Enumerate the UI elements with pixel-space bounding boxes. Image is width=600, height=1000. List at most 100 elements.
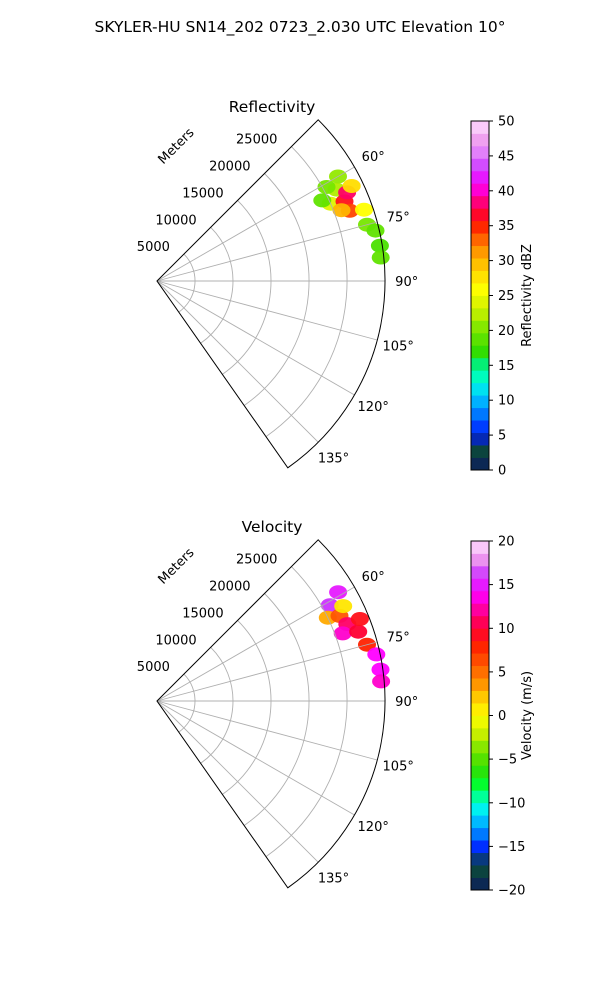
range-ring xyxy=(265,566,348,857)
echo-cell xyxy=(370,238,389,253)
colorbar-band xyxy=(471,332,489,346)
echo-cell xyxy=(371,250,390,265)
colorbar-band xyxy=(471,220,489,234)
colorbar-band xyxy=(471,865,489,878)
azimuth-tick-label: 75° xyxy=(387,630,410,645)
colorbar-band xyxy=(471,370,489,384)
colorbar-tick-label: 40 xyxy=(498,184,515,199)
echo-cell xyxy=(320,598,339,613)
colorbar-tick-label: −15 xyxy=(498,840,525,855)
range-ring xyxy=(222,200,272,375)
azimuth-tick-label: 135° xyxy=(318,452,349,467)
echo-cell xyxy=(317,180,336,194)
colorbar-band xyxy=(471,715,489,729)
echo-cell xyxy=(329,585,348,600)
colorbar-band xyxy=(471,295,489,309)
colorbar-tick-label: 30 xyxy=(498,254,515,269)
colorbar-band xyxy=(471,382,489,396)
colorbar-band xyxy=(471,407,489,421)
azimuth-gridline xyxy=(156,280,355,396)
colorbar-tick-label: 15 xyxy=(498,359,515,374)
colorbar-band xyxy=(471,553,489,567)
radial-axis-label: Meters xyxy=(156,545,198,587)
range-tick-label: 10000 xyxy=(155,213,196,228)
colorbar-tick-label: 10 xyxy=(498,394,515,409)
range-ring xyxy=(178,673,196,733)
colorbar-tick-label: 0 xyxy=(498,464,506,479)
colorbar-band xyxy=(471,678,489,691)
colorbar-band xyxy=(471,690,489,704)
colorbar-band xyxy=(471,777,489,791)
range-tick-label: 20000 xyxy=(209,160,250,175)
subplot-title: Velocity xyxy=(242,518,303,536)
colorbar-band xyxy=(471,740,489,754)
azimuth-gridline xyxy=(156,586,355,702)
colorbar-tick-label: 50 xyxy=(498,115,515,130)
sector-outline xyxy=(156,119,386,469)
colorbar-band xyxy=(471,320,489,334)
colorbar-tick-label: 20 xyxy=(498,324,515,339)
echo-cell xyxy=(342,179,361,193)
colorbar-band xyxy=(471,752,489,766)
colorbar-band xyxy=(471,133,489,147)
echo-cell xyxy=(350,612,369,626)
azimuth-gridline xyxy=(156,700,319,863)
colorbar-tick-label: 25 xyxy=(498,289,515,304)
colorbar-band xyxy=(471,653,489,667)
echo-cell xyxy=(366,223,385,238)
colorbar-tick-label: −5 xyxy=(498,753,517,768)
azimuth-gridline xyxy=(156,280,319,443)
colorbar-band xyxy=(471,457,489,471)
colorbar-tick-label: 10 xyxy=(498,622,515,637)
colorbar-band xyxy=(471,790,489,804)
azimuth-tick-label: 135° xyxy=(318,872,349,887)
range-ring xyxy=(200,226,234,344)
range-tick-label: 25000 xyxy=(236,553,277,568)
velocity-panel: Velocity 5000 10000 15000 20000 25000 Meters 60… xyxy=(137,518,535,899)
colorbar-band xyxy=(471,233,489,247)
echo-layer xyxy=(318,585,391,689)
colorbar-band xyxy=(471,840,489,853)
colorbar-tick-label: 45 xyxy=(498,149,515,164)
radial-axis-label: Meters xyxy=(156,125,198,167)
colorbar-band xyxy=(471,245,489,259)
colorbar-tick-label: 20 xyxy=(498,535,515,550)
colorbar-band xyxy=(471,195,489,209)
echo-cell xyxy=(313,193,332,208)
colorbar-band xyxy=(471,565,489,579)
colorbar-tick-label: 5 xyxy=(498,665,506,680)
range-tick-label: 20000 xyxy=(209,580,250,595)
colorbar-band xyxy=(471,357,489,371)
colorbar: −20 −15 −10 −5 0 5 10 15 20 Velocity (m/s) xyxy=(470,535,535,899)
echo-cell xyxy=(367,647,386,662)
colorbar-band xyxy=(471,852,489,866)
echo-cell xyxy=(355,202,373,217)
colorbar-band xyxy=(471,615,489,629)
colorbar-label: Velocity (m/s) xyxy=(520,671,535,760)
sector-outline xyxy=(156,539,386,889)
range-ring xyxy=(178,253,196,313)
subplot-title: Reflectivity xyxy=(229,98,316,116)
range-tick-label: 10000 xyxy=(155,633,196,648)
azimuth-tick-label: 105° xyxy=(383,340,414,355)
colorbar-tick-label: 0 xyxy=(498,709,506,724)
colorbar-band xyxy=(471,445,489,458)
range-tick-label: 5000 xyxy=(137,660,170,675)
colorbar-band xyxy=(471,703,489,716)
range-tick-label: 25000 xyxy=(236,133,277,148)
azimuth-gridline xyxy=(156,641,378,702)
echo-cell xyxy=(334,599,353,614)
colorbar-band xyxy=(471,345,489,359)
azimuth-tick-label: 75° xyxy=(387,210,410,225)
colorbar-band xyxy=(471,541,489,554)
reflectivity-panel: Reflectivity 5000 10000 15000 20000 25000 Mete… xyxy=(137,98,535,479)
colorbar-band xyxy=(471,877,489,891)
colorbar-band xyxy=(471,432,489,446)
colorbar: 0 5 10 15 20 25 30 35 40 45 50 Reflectivity dBZ xyxy=(470,115,535,479)
colorbar-band xyxy=(471,158,489,172)
colorbar-band xyxy=(471,765,489,779)
colorbar-band xyxy=(471,183,489,197)
colorbar-band xyxy=(471,727,489,741)
colorbar-band xyxy=(471,208,489,222)
